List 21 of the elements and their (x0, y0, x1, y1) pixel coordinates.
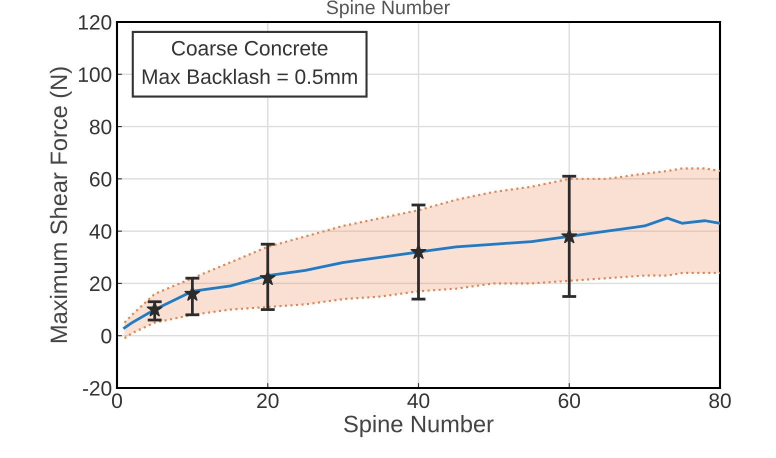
x-tick-label: 20 (257, 393, 279, 408)
annotation: Coarse Concrete Max Backlash = 0.5mm (142, 40, 357, 84)
y-tick-label: 40 (89, 224, 112, 239)
point (184, 286, 200, 301)
y-tick-label: 120 (78, 15, 112, 30)
x-axis-title: Spine Number (344, 415, 494, 438)
y-tick-label: -20 (82, 381, 112, 396)
x-tick-label: 80 (709, 393, 731, 408)
y-tick-label: 100 (78, 67, 112, 82)
y-tick-label: 20 (90, 276, 112, 292)
y-tick-label: 60 (90, 172, 112, 187)
x-tick-label: 60 (558, 393, 580, 408)
y-tick-label: 80 (90, 120, 112, 134)
point (410, 244, 426, 259)
text: Spine Number (326, 0, 450, 18)
x-tick-label: 0 (112, 393, 122, 408)
y-axis-title: Maximum Shear Force (N) (50, 67, 72, 342)
line-series (123, 216, 720, 330)
line-series (123, 272, 720, 340)
y-tick-label: 0 (101, 328, 112, 344)
x-tick-label: 40 (407, 393, 430, 408)
